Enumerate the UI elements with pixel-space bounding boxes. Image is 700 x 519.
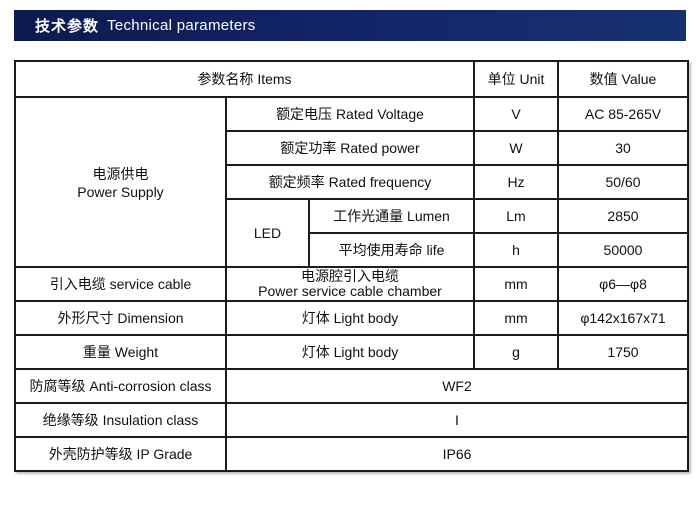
power-supply-label-en: Power Supply	[77, 184, 164, 200]
param-unit: h	[473, 232, 559, 268]
param-name: 平均使用寿命 life	[308, 232, 475, 268]
param-name: 绝缘等级 Insulation class	[14, 402, 227, 438]
section-title-english: Technical parameters	[107, 17, 256, 34]
power-supply-label-zh: 电源供电	[92, 166, 149, 182]
row-weight: 重量 Weight 灯体 Light body g 1750	[14, 334, 689, 370]
param-value: IP66	[225, 436, 689, 472]
section-title-chinese: 技术参数	[35, 18, 100, 35]
param-value: AC 85-265V	[557, 96, 689, 132]
param-value: 50000	[557, 232, 689, 268]
row-rated-frequency: 额定频率 Rated frequency Hz 50/60	[15, 164, 689, 200]
param-sub-en: Power service cable chamber	[258, 283, 442, 299]
param-unit: Lm	[473, 198, 559, 234]
param-unit: W	[473, 130, 559, 166]
header-items: 参数名称 Items	[14, 60, 475, 98]
row-ip-grade: 外壳防护等级 IP Grade IP66	[14, 436, 689, 472]
param-unit: V	[473, 96, 559, 132]
row-anti-corrosion: 防腐等级 Anti-corrosion class WF2	[14, 368, 689, 404]
param-value: WF2	[225, 368, 689, 404]
row-insulation: 绝缘等级 Insulation class I	[14, 402, 689, 438]
row-service-cable: 引入电缆 service cable 电源腔引入电缆 Power service…	[14, 266, 689, 302]
param-sub-cell: 电源腔引入电缆 Power service cable chamber	[225, 266, 475, 302]
row-dimension: 外形尺寸 Dimension 灯体 Light body mm φ142x167…	[14, 300, 689, 336]
row-rated-power: 额定功率 Rated power W 30	[15, 130, 689, 166]
param-sub-cell: 灯体 Light body	[225, 300, 475, 336]
param-name: 工作光通量 Lumen	[308, 198, 475, 234]
param-value: I	[225, 402, 689, 438]
param-value: 2850	[557, 198, 689, 234]
param-name: 额定功率 Rated power	[225, 130, 475, 166]
param-value: 50/60	[557, 164, 689, 200]
section-title-bar: 技术参数 Technical parameters	[14, 10, 686, 41]
param-unit: g	[473, 334, 559, 370]
table-header-row: 参数名称 Items 单位 Unit 数值 Value	[14, 60, 689, 98]
param-name: 额定电压 Rated Voltage	[225, 96, 475, 132]
param-unit: mm	[473, 300, 559, 336]
row-led-life: 平均使用寿命 life h 50000	[15, 232, 689, 268]
param-sub-zh: 电源腔引入电缆	[301, 268, 399, 284]
param-unit: Hz	[473, 164, 559, 200]
param-value: 1750	[557, 334, 689, 370]
param-name: 引入电缆 service cable	[14, 266, 227, 302]
technical-parameters-table: 参数名称 Items 单位 Unit 数值 Value 电源供电 Power S…	[14, 60, 689, 472]
param-name: 防腐等级 Anti-corrosion class	[14, 368, 227, 404]
led-group-cell: LED	[225, 198, 310, 268]
header-value: 数值 Value	[557, 60, 689, 98]
param-name: 外形尺寸 Dimension	[14, 300, 227, 336]
power-supply-group-cell: 电源供电 Power Supply	[14, 96, 227, 268]
param-name: 外壳防护等级 IP Grade	[14, 436, 227, 472]
row-rated-voltage: 电源供电 Power Supply 额定电压 Rated Voltage V A…	[14, 96, 689, 268]
row-led-lumen: LED 工作光通量 Lumen Lm 2850	[15, 198, 689, 268]
param-unit: mm	[473, 266, 559, 302]
param-name: 额定频率 Rated frequency	[225, 164, 475, 200]
header-unit: 单位 Unit	[473, 60, 559, 98]
param-value: 30	[557, 130, 689, 166]
param-sub-cell: 灯体 Light body	[225, 334, 475, 370]
param-value: φ142x167x71	[557, 300, 689, 336]
param-name: 重量 Weight	[14, 334, 227, 370]
param-value: φ6—φ8	[557, 266, 689, 302]
